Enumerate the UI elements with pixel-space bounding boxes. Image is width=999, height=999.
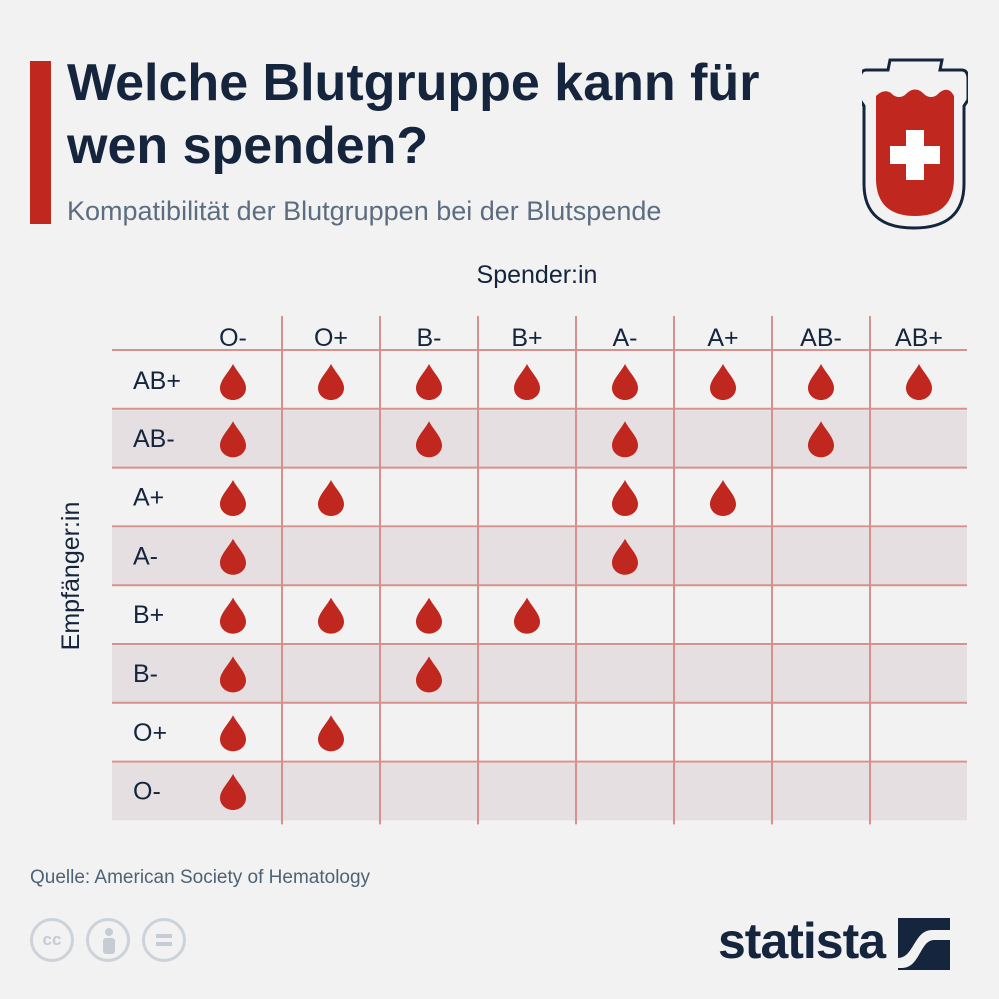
blood-drop-icon: [220, 597, 246, 634]
statista-logo-icon: [897, 918, 950, 970]
blood-drop-icon: [612, 364, 638, 400]
blood-drop-icon: [318, 480, 344, 516]
blood-bag-icon: [862, 58, 968, 230]
cc-icon[interactable]: cc: [30, 918, 74, 962]
no-derivatives-icon[interactable]: [142, 918, 186, 962]
donor-type-label: O+: [314, 324, 348, 352]
column-labels: O- O+ B- B+ A- A+ AB- AB+: [219, 324, 943, 352]
statista-brand[interactable]: statista: [718, 912, 950, 972]
donor-type-label: A+: [707, 324, 738, 352]
recipient-axis-label: Empfänger:in: [57, 502, 85, 651]
chart-title: Welche Blutgruppe kann für wen spenden?: [67, 54, 760, 175]
chart-subtitle: Kompatibilität der Blutgruppen bei der B…: [67, 196, 662, 226]
blood-drop-icon: [318, 715, 344, 752]
recipient-type-label: AB+: [133, 367, 181, 395]
recipient-type-label: O-: [133, 778, 161, 806]
source-note: Quelle: American Society of Hematology: [30, 867, 371, 888]
attribution-icon[interactable]: [86, 918, 130, 962]
blood-drop-icon: [220, 538, 246, 575]
blood-drop-icon: [612, 421, 638, 458]
recipient-type-label: AB-: [133, 425, 175, 453]
blood-drop-icon: [808, 421, 834, 458]
recipient-type-label: B-: [133, 660, 158, 688]
donor-type-label: A-: [613, 324, 638, 352]
blood-drop-icon: [808, 364, 834, 400]
recipient-type-label: A+: [133, 484, 164, 512]
row-stripe: [112, 527, 967, 586]
compatibility-chart: Spender:in Empfänger:in O- O+ B- B+ A- A+ AB- A…: [57, 261, 967, 825]
blood-drop-icon: [318, 597, 344, 634]
blood-drop-icon: [612, 480, 638, 516]
donor-type-label: B-: [417, 324, 442, 352]
blood-drop-icon: [318, 364, 344, 400]
row-stripe: [112, 645, 967, 703]
blood-drop-icon: [220, 480, 246, 516]
compatibility-markers: [220, 364, 932, 810]
donor-axis-label: Spender:in: [477, 261, 598, 289]
blood-drop-icon: [220, 364, 246, 400]
blood-drop-icon: [906, 364, 932, 400]
blood-drop-icon: [416, 421, 442, 458]
grid-lines: [112, 316, 967, 825]
blood-drop-icon: [416, 597, 442, 634]
recipient-type-label: A-: [133, 542, 158, 570]
donor-type-label: AB-: [800, 324, 842, 352]
donor-type-label: O-: [219, 324, 247, 352]
blood-drop-icon: [514, 597, 540, 634]
blood-drop-icon: [416, 364, 442, 400]
blood-drop-icon: [220, 421, 246, 458]
blood-drop-icon: [710, 480, 736, 516]
row-stripe: [112, 763, 967, 821]
brand-name: statista: [718, 913, 886, 969]
row-stripes: [112, 410, 967, 821]
blood-drop-icon: [612, 538, 638, 575]
row-labels: AB+ AB- A+ A- B+ B- O+ O-: [133, 367, 181, 806]
donor-type-label: AB+: [895, 324, 943, 352]
title-accent-bar: [30, 61, 51, 224]
donor-type-label: B+: [511, 324, 542, 352]
license-icons: cc: [30, 918, 198, 968]
blood-drop-icon: [514, 364, 540, 400]
recipient-type-label: B+: [133, 601, 164, 629]
recipient-type-label: O+: [133, 719, 167, 747]
blood-drop-icon: [710, 364, 736, 400]
blood-drop-icon: [220, 656, 246, 693]
blood-drop-icon: [416, 656, 442, 693]
blood-drop-icon: [220, 774, 246, 810]
blood-drop-icon: [220, 715, 246, 752]
